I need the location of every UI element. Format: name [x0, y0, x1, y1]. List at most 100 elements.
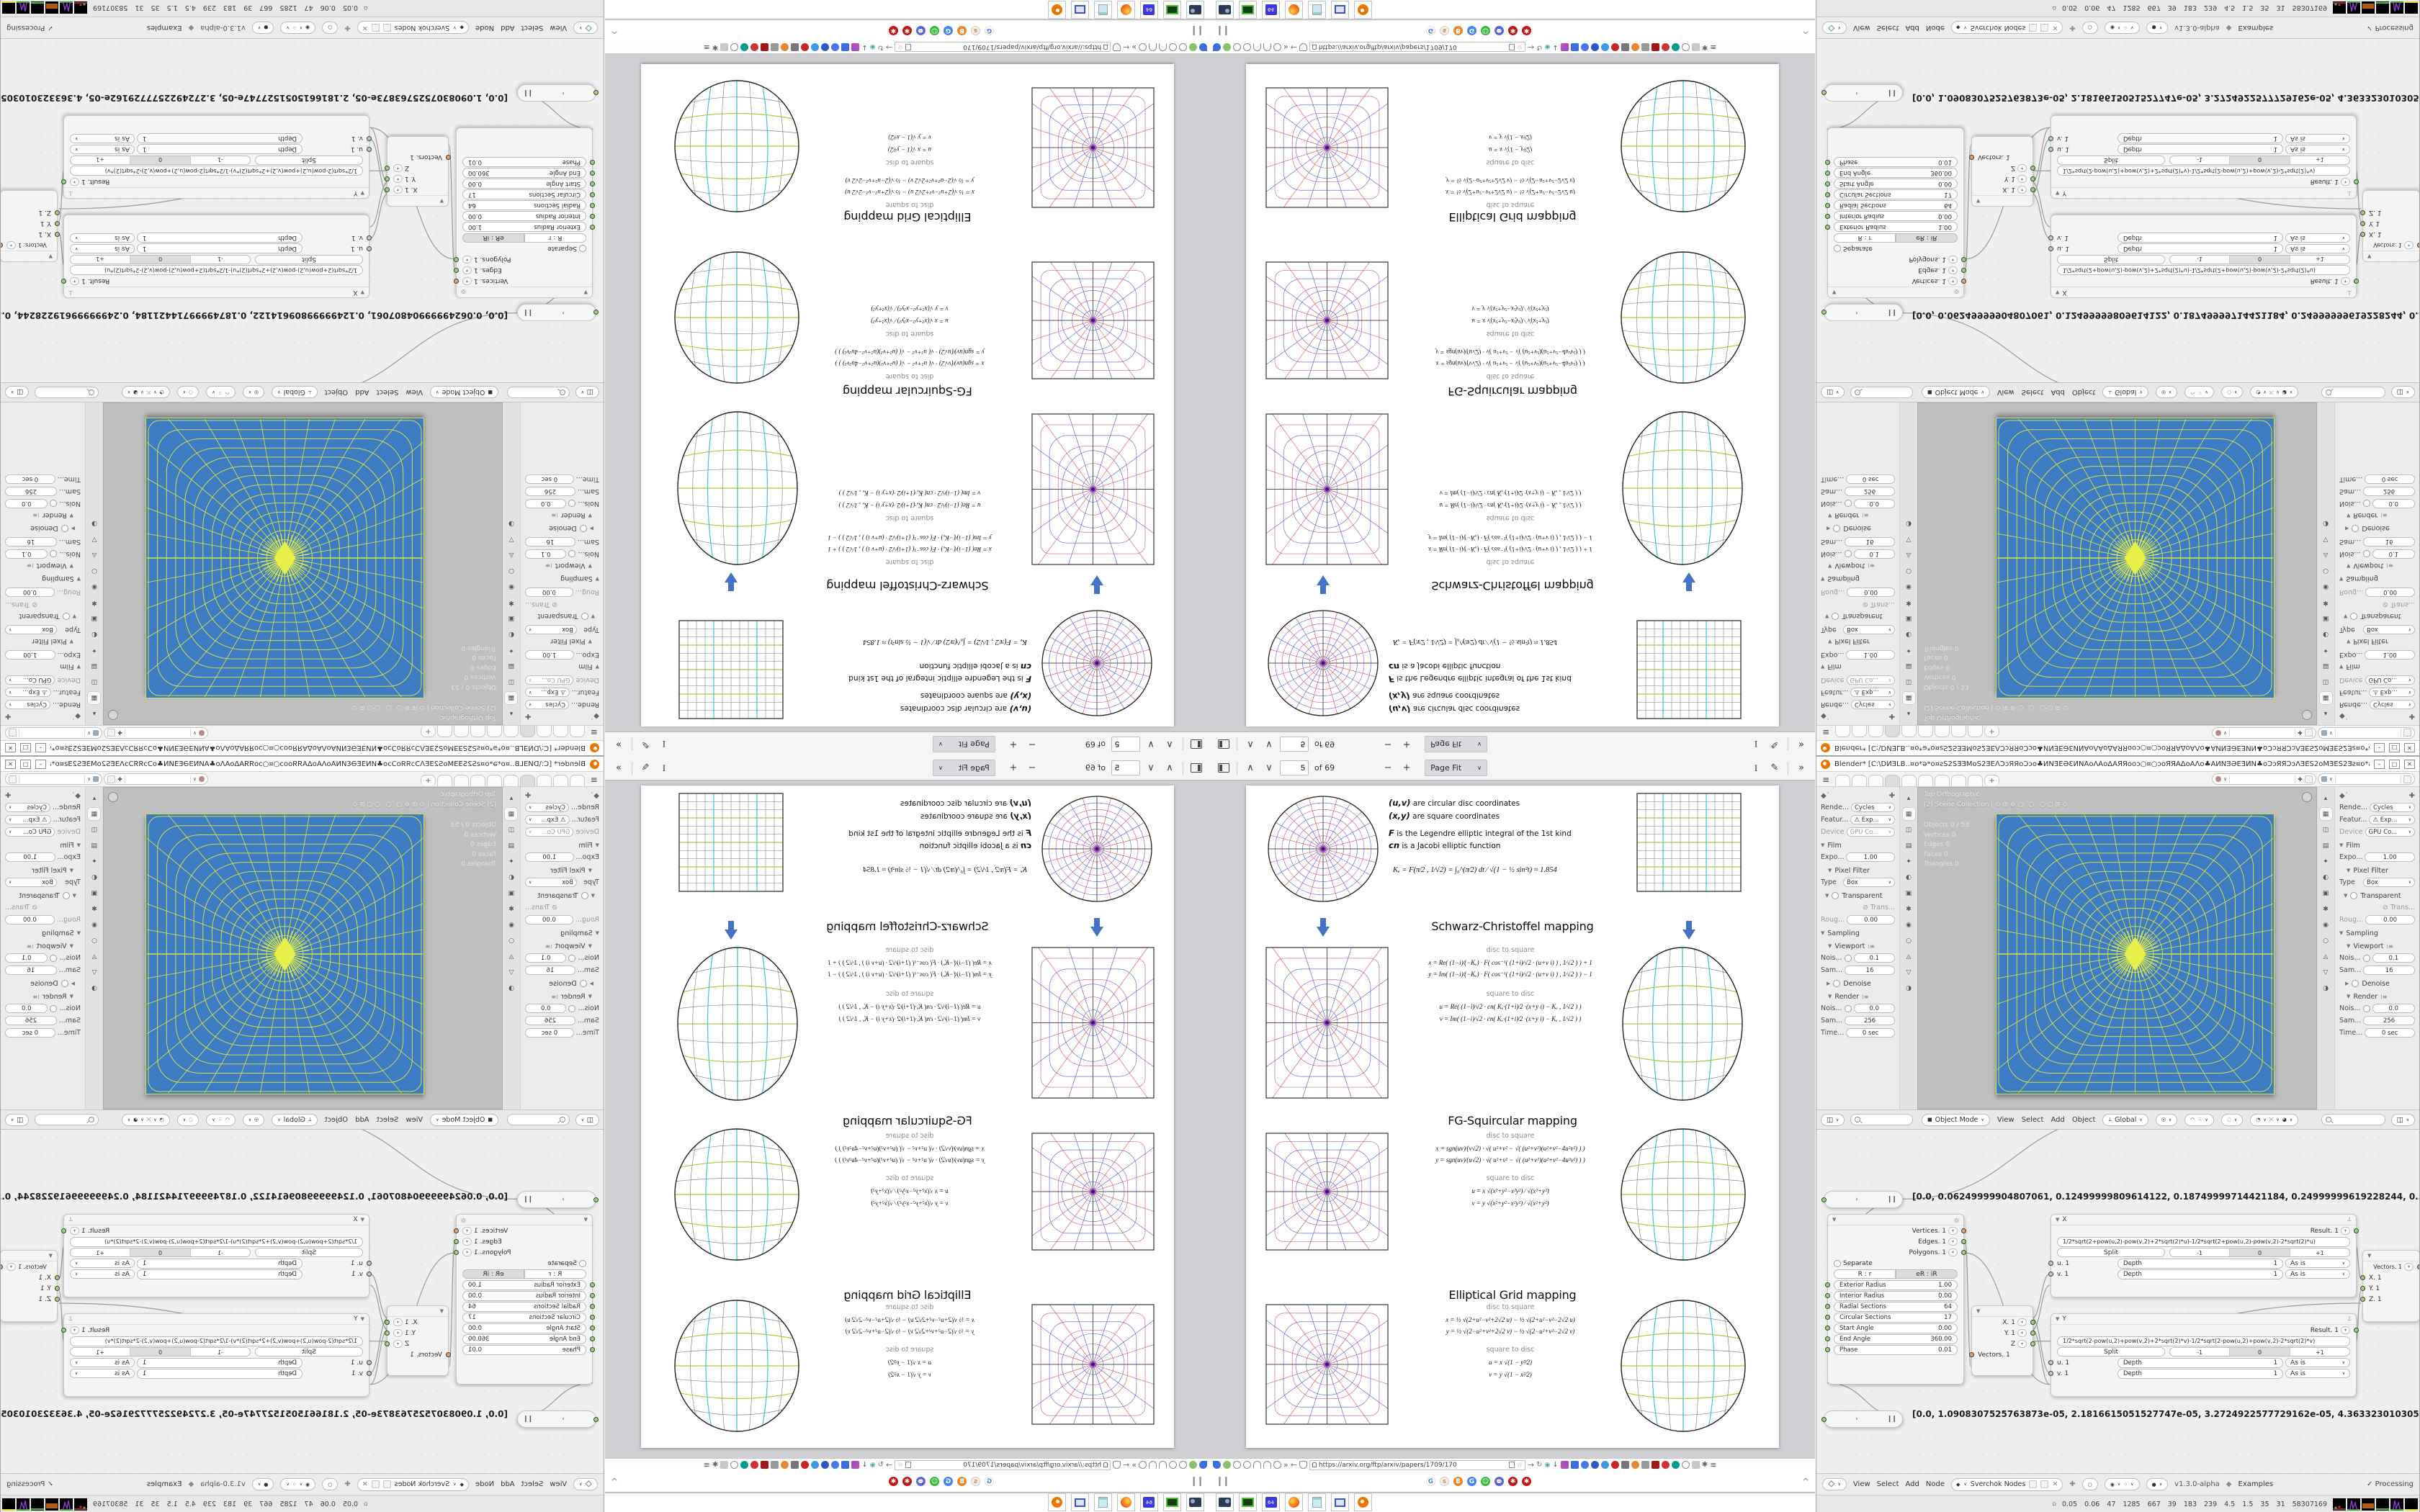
- node-tree-selector[interactable]: ◆ ∨ Sverchok Nodes ✕: [1951, 21, 2063, 35]
- blender-titlebar[interactable]: Blender* [C:\DИƎLB..¤ο*ǝ*ο¤ƨS2SƎƎMοS2ƎEΛ…: [1816, 740, 2419, 755]
- draw-tool-button[interactable]: ✎: [641, 762, 650, 773]
- data-tab-icon[interactable]: ▽: [508, 536, 514, 544]
- depth-field[interactable]: Depth 1: [2118, 233, 2283, 243]
- exposure-field[interactable]: 1.00: [1846, 852, 1895, 862]
- separate-toggle[interactable]: [1834, 245, 1841, 253]
- socket-u[interactable]: [367, 1261, 372, 1266]
- noise-threshold-field[interactable]: 0.1: [525, 953, 567, 963]
- data-tab-icon[interactable]: ▽: [2323, 968, 2329, 976]
- exterior-radius-field[interactable]: Exterior Radius 1.00: [1834, 222, 1958, 233]
- phase-field[interactable]: Phase 0.01: [462, 157, 586, 168]
- wrap-segment[interactable]: -1 0 +1: [70, 1248, 251, 1257]
- as-is-select[interactable]: As is ∨: [2285, 1369, 2350, 1378]
- toolbar-more-button[interactable]: »: [1798, 739, 1804, 750]
- circle-generator-node[interactable]: ▼ ◎ Vertices. 1 ▾ Edges. 1 ▾ Polygons. 1 ▾ S…: [454, 1214, 595, 1385]
- toggle-button[interactable]: ○: [2081, 1478, 2098, 1490]
- modifiers-tab-icon[interactable]: ✱: [1906, 599, 1912, 607]
- time-limit-field[interactable]: 0 sec: [5, 474, 55, 484]
- view-layer-tab-icon[interactable]: ▤: [508, 842, 515, 850]
- extension-icon[interactable]: [1580, 1461, 1589, 1469]
- film-panel-header[interactable]: Film: [578, 662, 593, 671]
- extension-icon[interactable]: [1570, 43, 1579, 51]
- taskbar-capture-icon[interactable]: [1163, 1, 1181, 19]
- minimize-button[interactable]: –: [35, 743, 46, 753]
- particles-tab-icon[interactable]: ◉: [2323, 921, 2329, 929]
- headset-icon[interactable]: [1159, 1461, 1167, 1469]
- as-is-select[interactable]: As is ∨: [2285, 244, 2350, 253]
- extension-icon[interactable]: [801, 43, 810, 51]
- physics-tab-icon[interactable]: ○: [2323, 937, 2329, 945]
- socket-input[interactable]: [1825, 203, 1830, 208]
- taskbar-capture-icon[interactable]: [1239, 1493, 1257, 1511]
- pin-icon[interactable]: ✚: [2408, 712, 2415, 721]
- extension-icon[interactable]: [781, 1461, 789, 1469]
- extension-icon[interactable]: [1560, 1461, 1569, 1469]
- extension-icon[interactable]: [1189, 43, 1197, 51]
- socket-z[interactable]: [55, 1297, 60, 1302]
- socket-result[interactable]: [61, 1328, 66, 1333]
- examples-menu[interactable]: Examples: [2238, 24, 2274, 32]
- formula-field[interactable]: 1/2*sqrt(2-pow(u,2)+pow(v,2)+2*sqrt(2)*v…: [2057, 1336, 2350, 1346]
- physics-tab-icon[interactable]: ○: [91, 567, 97, 575]
- render-engine-select[interactable]: Cycles ∨: [5, 803, 51, 812]
- back-button[interactable]: ←: [1123, 1460, 1130, 1470]
- editor-type-button[interactable]: ◫ ∨: [1821, 386, 1845, 399]
- as-is-select[interactable]: As is ∨: [70, 1259, 135, 1268]
- processing-checkbox[interactable]: ✓ Processing: [6, 24, 53, 32]
- exterior-radius-field[interactable]: Exterior Radius 1.00: [462, 1279, 586, 1290]
- view-menu[interactable]: View: [1996, 388, 2015, 397]
- bookmark-stackoverflow[interactable]: s: [971, 1477, 980, 1486]
- constraints-tab-icon[interactable]: ◬: [508, 953, 514, 960]
- modifiers-tab-icon[interactable]: ✱: [2323, 905, 2329, 913]
- toggle-button[interactable]: ○: [322, 22, 339, 34]
- minimize-button[interactable]: –: [2374, 743, 2385, 753]
- workspace-tab[interactable]: [1951, 726, 1967, 737]
- film-panel-header[interactable]: Film: [2346, 662, 2360, 671]
- denoise-toggle[interactable]: [60, 525, 68, 532]
- workspace-tab[interactable]: [1918, 775, 1934, 786]
- object-menu[interactable]: Object: [2071, 388, 2096, 397]
- depth-field[interactable]: Depth 1: [2118, 243, 2283, 254]
- socket-input[interactable]: [1825, 192, 1830, 197]
- extension-icon[interactable]: [720, 1461, 729, 1469]
- circle-generator-node[interactable]: ▼ ◎ Vertices. 1 ▾ Edges. 1 ▾ Polygons. 1 ▾ S…: [1825, 127, 1966, 298]
- editor-type-button[interactable]: ◫ ∨: [5, 386, 30, 399]
- sampling-panel-header[interactable]: Sampling: [560, 575, 593, 583]
- filter-type-select[interactable]: Box ∨: [525, 625, 577, 634]
- view-layer-selector[interactable]: ∨: [2317, 773, 2415, 785]
- sampling-panel-header[interactable]: Sampling: [560, 929, 593, 937]
- page-number-input[interactable]: [1111, 737, 1140, 752]
- view-layer-tab-icon[interactable]: ▤: [2322, 662, 2329, 670]
- depth-field[interactable]: Depth 1: [137, 1269, 302, 1279]
- pin-icon[interactable]: ✚: [2298, 729, 2303, 737]
- pdf-canvas-background[interactable]: (u,v) are circular disc coordinates (x,y…: [1210, 780, 1815, 1458]
- film-panel-header[interactable]: Film: [60, 841, 74, 850]
- particles-tab-icon[interactable]: ◉: [91, 583, 97, 591]
- socket-input[interactable]: [1825, 1304, 1830, 1309]
- socket-input[interactable]: [1825, 214, 1830, 219]
- denoise-toggle[interactable]: [1833, 980, 1841, 987]
- world-tab-icon[interactable]: ◐: [2323, 873, 2329, 881]
- render-noise-toggle[interactable]: [568, 500, 576, 508]
- zoom-out-button[interactable]: −: [1028, 762, 1036, 773]
- tool-tab-icon[interactable]: ▴: [509, 710, 514, 718]
- exposure-field[interactable]: 1.00: [525, 650, 574, 660]
- unlink-button[interactable]: ✕: [362, 1480, 368, 1488]
- minimize-button[interactable]: –: [35, 759, 46, 769]
- zoom-in-button[interactable]: +: [1402, 762, 1411, 773]
- device-select[interactable]: GPU Co... ∨: [5, 827, 55, 837]
- transparent-toggle[interactable]: [62, 613, 70, 620]
- taskbar-notepad-icon[interactable]: [1308, 1, 1326, 19]
- workspace-tab[interactable]: [1951, 775, 1967, 786]
- page-number-input[interactable]: [1280, 737, 1309, 752]
- viewport-subheader[interactable]: Viewport: [1834, 942, 1865, 950]
- taskbar-firefox-icon[interactable]: [1285, 1, 1303, 19]
- previous-page-button[interactable]: ∧: [1166, 762, 1173, 773]
- noise-toggle[interactable]: [2362, 550, 2370, 558]
- render-tab-icon[interactable]: ▦: [1901, 691, 1916, 705]
- bookmark-google2[interactable]: G: [1467, 26, 1476, 35]
- scene-selector[interactable]: ∨ ✚: [2212, 773, 2316, 785]
- extension-icon[interactable]: [1560, 43, 1569, 51]
- node-tree-selector[interactable]: ◆ ∨ Sverchok Nodes ✕: [357, 1477, 469, 1491]
- pixel-filter-header[interactable]: Pixel Filter: [550, 637, 586, 646]
